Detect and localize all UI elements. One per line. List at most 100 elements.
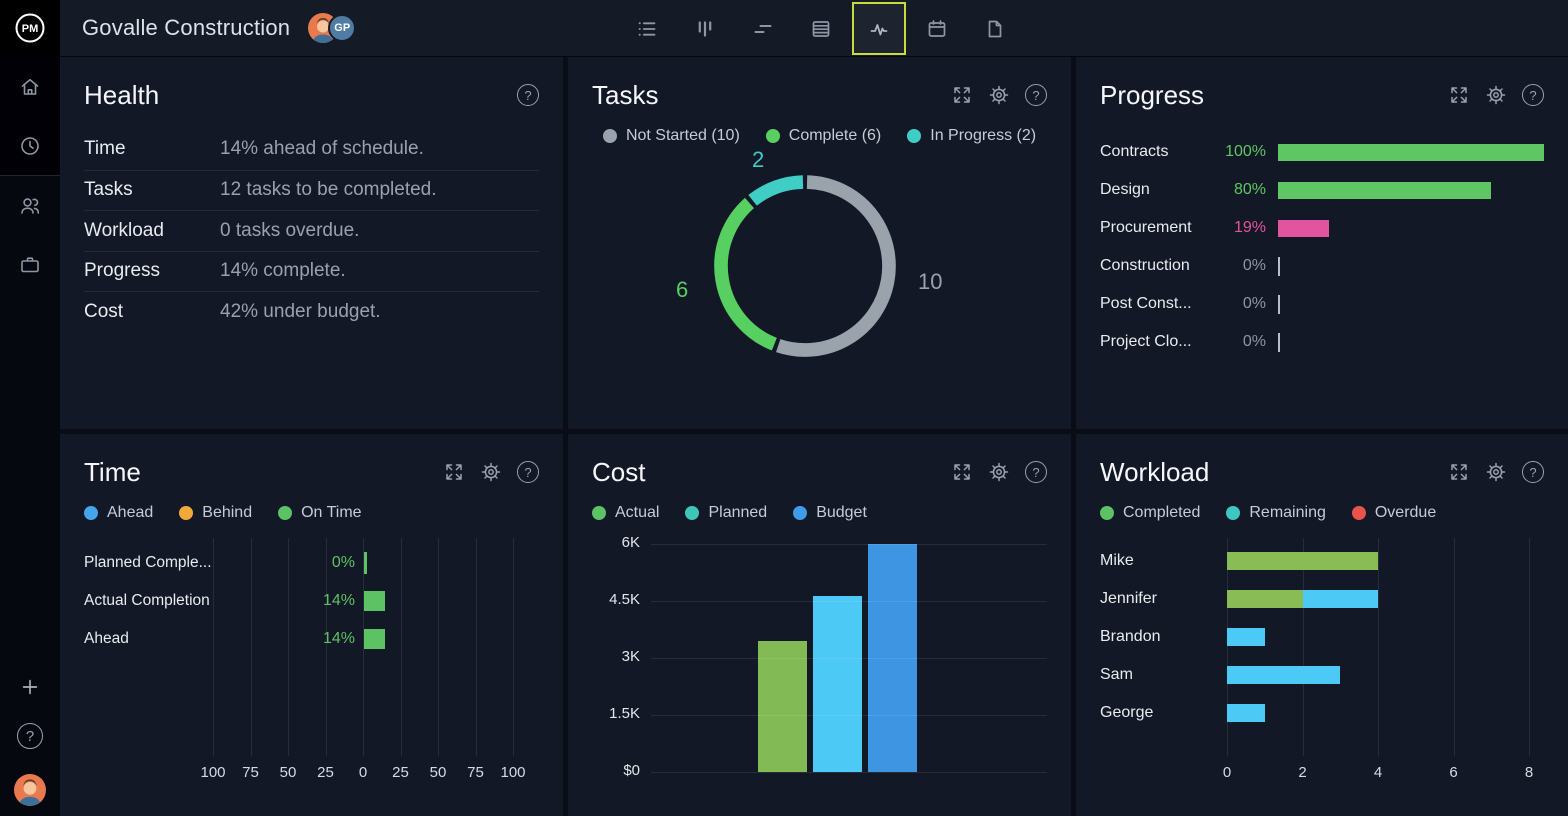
axis-tick-label: 1.5K <box>609 705 640 722</box>
portfolio-icon[interactable] <box>0 235 60 294</box>
nav-activity-icon[interactable] <box>852 2 906 55</box>
progress-bar[interactable] <box>1278 219 1329 237</box>
legend-item[interactable]: Remaining <box>1226 504 1326 522</box>
help-icon[interactable]: ? <box>1522 461 1544 483</box>
workload-bar-segment-remaining[interactable] <box>1227 628 1265 646</box>
nav-page-icon[interactable] <box>966 0 1024 57</box>
home-icon[interactable] <box>0 57 60 116</box>
app-logo[interactable]: PM <box>0 0 60 57</box>
time-bar[interactable] <box>364 552 367 574</box>
expand-icon[interactable] <box>951 461 973 483</box>
legend-label: Complete (6) <box>788 127 882 144</box>
donut-segment-not-started[interactable] <box>776 175 896 357</box>
legend-label: Remaining <box>1249 504 1326 521</box>
workload-bar-segment-completed[interactable] <box>1227 552 1378 570</box>
cost-bar-actual[interactable] <box>758 640 807 772</box>
cost-plot-area <box>651 544 1047 773</box>
settings-icon[interactable] <box>988 461 1010 483</box>
axis-tick-label: 75 <box>242 764 259 781</box>
legend-item[interactable]: Budget <box>793 504 867 522</box>
donut-segment-complete[interactable] <box>714 197 777 351</box>
legend-item[interactable]: Complete (6) <box>765 127 882 145</box>
workload-bar-segment-remaining[interactable] <box>1227 666 1341 684</box>
progress-bar[interactable] <box>1278 294 1280 314</box>
help-icon[interactable]: ? <box>517 461 539 483</box>
legend-item[interactable]: Behind <box>179 504 252 522</box>
member-avatars[interactable]: GP <box>308 13 357 43</box>
donut-segment-in-progress[interactable] <box>748 175 804 206</box>
nav-calendar-icon[interactable] <box>908 0 966 57</box>
svg-text:PM: PM <box>22 23 39 35</box>
panel-title: Tasks <box>592 79 659 110</box>
progress-bar-track <box>1278 143 1544 161</box>
tasks-legend: Not Started (10) Complete (6) In Progres… <box>592 127 1047 145</box>
avatar-badge[interactable]: GP <box>328 14 357 42</box>
progress-bar[interactable] <box>1278 256 1280 276</box>
nav-board-icon[interactable] <box>676 0 734 57</box>
expand-icon[interactable] <box>1448 461 1470 483</box>
progress-bar[interactable] <box>1278 143 1544 161</box>
donut-svg <box>714 175 896 357</box>
nav-sheet-icon[interactable] <box>792 0 850 57</box>
legend-label: Planned <box>708 504 768 521</box>
cost-bar-budget[interactable] <box>868 544 917 772</box>
legend-item[interactable]: Not Started (10) <box>602 127 740 145</box>
gridline <box>651 772 1047 773</box>
progress-bar[interactable] <box>1278 332 1280 352</box>
view-switcher <box>618 0 1024 57</box>
help-icon[interactable]: ? <box>1025 84 1047 106</box>
expand-icon[interactable] <box>951 84 973 106</box>
workload-bar-segment-remaining[interactable] <box>1302 590 1378 608</box>
legend-item[interactable]: Overdue <box>1351 504 1437 522</box>
progress-category-label: Post Const... <box>1100 295 1192 312</box>
workload-bar-segment-completed[interactable] <box>1227 590 1303 608</box>
help-icon[interactable]: ? <box>17 723 43 749</box>
legend-label: Ahead <box>107 504 154 521</box>
axis-tick-label: 3K <box>621 648 640 665</box>
progress-category-label: Design <box>1100 181 1150 198</box>
time-x-axis: 100 75 50 25 0 25 50 75 100 <box>200 764 525 784</box>
settings-icon[interactable] <box>480 461 502 483</box>
settings-icon[interactable] <box>1485 461 1507 483</box>
panel-title: Time <box>84 456 141 487</box>
donut-value-label: 2 <box>752 147 765 172</box>
legend-item[interactable]: Completed <box>1100 504 1200 522</box>
top-bar: PM Govalle Construction GP <box>0 0 1568 57</box>
time-bar[interactable] <box>364 629 385 649</box>
donut-value-label: 6 <box>676 277 689 302</box>
legend-item[interactable]: In Progress (2) <box>907 127 1036 145</box>
workload-bar-segment-remaining[interactable] <box>1227 704 1265 722</box>
progress-bar-track <box>1278 181 1544 199</box>
expand-icon[interactable] <box>1448 84 1470 106</box>
legend-item[interactable]: Ahead <box>84 504 153 522</box>
team-icon[interactable] <box>0 176 60 235</box>
cost-bar-planned[interactable] <box>813 596 862 772</box>
help-icon[interactable]: ? <box>1522 84 1544 106</box>
time-bar[interactable] <box>364 591 385 611</box>
legend-label: Overdue <box>1374 504 1437 521</box>
legend-item[interactable]: Actual <box>592 504 659 522</box>
nav-list-icon[interactable] <box>618 0 676 57</box>
help-icon[interactable]: ? <box>517 84 539 106</box>
gridline <box>651 658 1047 659</box>
workload-bar <box>1227 704 1265 722</box>
expand-icon[interactable] <box>443 461 465 483</box>
progress-percent: 0% <box>1242 333 1266 350</box>
workload-row: Sam <box>1100 656 1544 694</box>
legend-label: Behind <box>202 504 253 521</box>
profile-avatar[interactable] <box>14 774 46 806</box>
settings-icon[interactable] <box>988 84 1010 106</box>
legend-item[interactable]: Planned <box>685 504 767 522</box>
legend-item[interactable]: On Time <box>278 504 362 522</box>
workload-x-axis: 0 2 4 6 8 <box>1223 764 1533 784</box>
progress-rows: Contracts 100% Design 80% Procurement 19… <box>1100 133 1544 361</box>
gridline <box>1378 538 1379 756</box>
progress-bar[interactable] <box>1278 181 1491 199</box>
nav-gantt-icon[interactable] <box>734 0 792 57</box>
time-row: Planned Comple... 0% <box>84 544 539 582</box>
clock-icon[interactable] <box>0 116 60 175</box>
progress-percent: 19% <box>1233 219 1266 236</box>
help-icon[interactable]: ? <box>1025 461 1047 483</box>
settings-icon[interactable] <box>1485 84 1507 106</box>
add-icon[interactable] <box>19 676 41 698</box>
